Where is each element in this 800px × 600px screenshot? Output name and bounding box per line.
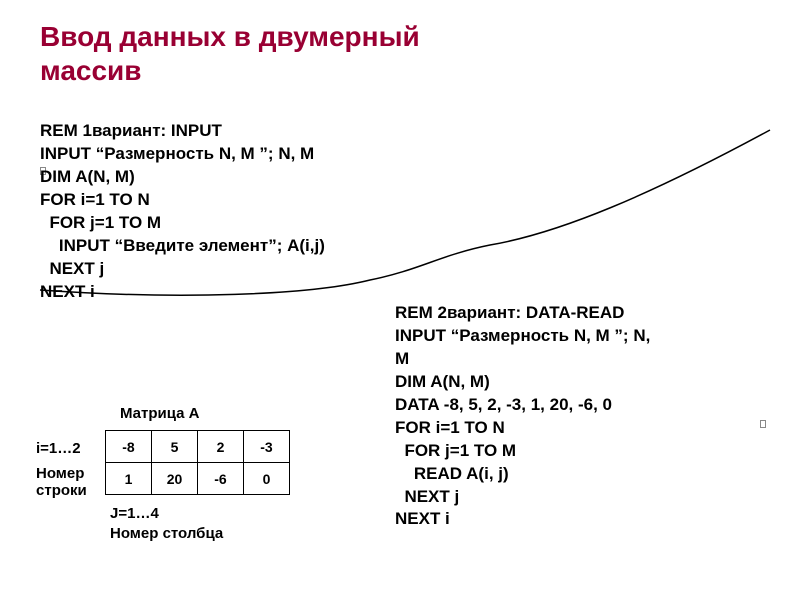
table-row: -8 5 2 -3 <box>106 431 290 463</box>
col-number-label: Номер столбца <box>110 525 223 542</box>
code-variant-1: REM 1вариант: INPUT INPUT “Размерность N… <box>40 120 325 304</box>
title-line-2: массив <box>40 55 142 86</box>
matrix-cell: -3 <box>244 431 290 463</box>
matrix-cell: -8 <box>106 431 152 463</box>
matrix-cell: 5 <box>152 431 198 463</box>
slide-title: Ввод данных в двумерный массив <box>0 0 800 87</box>
row-number-label: Номер строки <box>36 465 87 499</box>
matrix-cell: 0 <box>244 463 290 495</box>
matrix-cell: 1 <box>106 463 152 495</box>
matrix-cell: 2 <box>198 431 244 463</box>
matrix-cell: 20 <box>152 463 198 495</box>
matrix-title: Матрица A <box>120 405 200 422</box>
marker-box-right <box>760 420 766 428</box>
code-variant-2: REM 2вариант: DATA-READ INPUT “Размернос… <box>395 302 650 531</box>
matrix-table: -8 5 2 -3 1 20 -6 0 <box>105 430 290 495</box>
table-row: 1 20 -6 0 <box>106 463 290 495</box>
i-range-label: i=1…2 <box>36 440 81 457</box>
title-line-1: Ввод данных в двумерный <box>40 21 420 52</box>
matrix-cell: -6 <box>198 463 244 495</box>
j-range-label: J=1…4 <box>110 505 159 522</box>
